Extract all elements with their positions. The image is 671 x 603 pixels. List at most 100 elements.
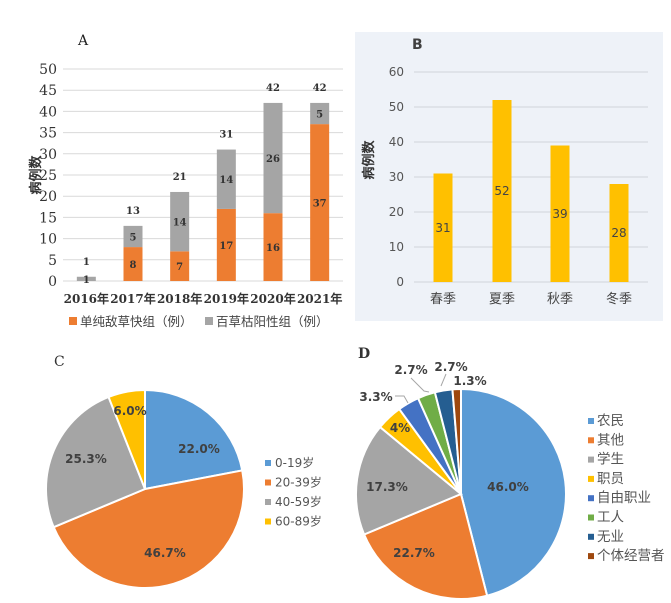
data-label: 37 <box>313 199 327 210</box>
legend-swatch <box>588 418 594 424</box>
legend-label: 0-19岁 <box>275 455 314 470</box>
data-label: 52 <box>494 184 509 198</box>
data-label: 6.0% <box>113 404 146 418</box>
x-tick-label: 夏季 <box>489 292 515 307</box>
panel-a-legend: 单纯敌草快组（例） 百草枯阳性组（例） <box>69 314 329 329</box>
bar <box>433 173 453 282</box>
y-tick-label: 50 <box>39 62 57 78</box>
data-label: 2.7% <box>434 360 467 374</box>
data-label: 26 <box>266 154 280 165</box>
x-tick-label: 冬季 <box>606 291 632 307</box>
panel-a-letter: A <box>77 33 89 49</box>
legend-swatch <box>265 518 271 525</box>
total-label: 42 <box>313 83 327 94</box>
bar-segment-paraquat-positive <box>310 102 330 125</box>
legend-swatch <box>588 533 594 540</box>
pie-slice <box>451 387 462 495</box>
leader-line <box>395 395 409 404</box>
data-label: 22.7% <box>393 546 435 560</box>
legend-swatch <box>265 479 271 486</box>
legend-label: 20-39岁 <box>275 475 322 490</box>
pie-slice <box>45 395 147 529</box>
pie-slice <box>144 388 244 491</box>
y-tick-label: 30 <box>39 147 57 163</box>
bar-segment-paraquat-positive <box>123 225 143 248</box>
legend-label: 学生 <box>597 452 624 468</box>
data-label: 5 <box>316 110 323 121</box>
legend-label: 自由职业 <box>597 490 651 506</box>
legend-swatch <box>265 460 271 466</box>
x-tick-label: 2020年 <box>250 291 295 306</box>
data-label: 7 <box>176 262 183 273</box>
panel-d-letter: D <box>358 346 370 362</box>
bar-segment-simple-diquat <box>216 208 236 281</box>
legend-swatch-simple-diquat <box>69 317 77 325</box>
y-tick-label: 40 <box>389 135 404 149</box>
panel-d-leader-lines <box>395 373 447 404</box>
panel-b-bars: 31 52 39 28 <box>433 100 629 282</box>
y-tick-label: 45 <box>39 83 57 99</box>
y-tick-label: 0 <box>396 275 404 289</box>
bar-segment-simple-diquat <box>310 124 330 282</box>
legend-label: 无业 <box>597 529 624 545</box>
data-label: 31 <box>435 221 450 235</box>
panel-c-letter: C <box>54 354 65 370</box>
legend-swatch <box>588 514 594 521</box>
panel-c-slices <box>45 388 245 589</box>
legend-label: 个体经营者 <box>597 548 665 564</box>
bar <box>492 100 512 282</box>
panel-b-bar-chart: B 0 10 20 30 40 50 60 病例数 31 52 39 28 春季 夏季 秋季 冬季 <box>355 32 663 321</box>
y-tick-label: 10 <box>389 240 404 254</box>
panel-b-y-axis-label: 病例数 <box>361 140 377 180</box>
data-label: 22.0% <box>178 442 220 456</box>
y-tick-label: 20 <box>39 189 57 205</box>
legend-label-paraquat-positive: 百草枯阳性组（例） <box>216 314 329 329</box>
y-tick-label: 15 <box>39 210 57 226</box>
x-tick-label: 2017年 <box>110 291 155 306</box>
panel-a-y-axis-label: 病例数 <box>28 155 44 195</box>
data-label: 16 <box>266 243 280 254</box>
total-label: 31 <box>219 130 233 141</box>
bar-segment-simple-diquat <box>123 247 143 281</box>
legend-swatch <box>588 437 594 444</box>
y-tick-label: 30 <box>389 170 404 184</box>
total-label: 21 <box>173 172 187 183</box>
legend-swatch <box>588 553 594 560</box>
panel-c-pie-chart: C 22.0% 46.7% 25.3% 6.0% 0-19岁 20-39岁 40-59岁 6… <box>45 354 322 589</box>
panel-a-y-ticks: 0 5 10 15 20 25 30 35 40 45 50 <box>39 62 57 290</box>
panel-b-letter: B <box>412 37 423 53</box>
bar-segment-paraquat-positive <box>76 276 96 281</box>
pie-slice <box>107 388 146 490</box>
legend-swatch-paraquat-positive <box>205 317 213 325</box>
pie-slice <box>355 425 463 536</box>
data-label: 1.3% <box>453 374 486 388</box>
data-label: 17.3% <box>366 480 408 494</box>
bar-segment-paraquat-positive <box>216 149 236 209</box>
leader-line <box>440 373 447 387</box>
total-label: 1 <box>83 257 90 268</box>
pie-slice <box>362 492 489 600</box>
y-tick-label: 50 <box>389 100 404 114</box>
data-label: 17 <box>219 241 233 252</box>
legend-label: 40-59岁 <box>275 494 322 509</box>
panel-b-gridlines <box>414 71 648 283</box>
y-tick-label: 40 <box>39 104 57 120</box>
y-tick-label: 20 <box>389 205 404 219</box>
legend-swatch <box>588 495 594 502</box>
y-tick-label: 5 <box>48 253 57 269</box>
data-label: 28 <box>611 226 626 240</box>
legend-label: 农民 <box>597 413 624 429</box>
data-label: 1 <box>83 275 90 286</box>
legend-label: 其他 <box>597 432 624 448</box>
x-tick-label: 2019年 <box>204 291 249 306</box>
data-label: 14 <box>173 218 187 229</box>
leader-line <box>410 377 430 393</box>
data-label: 8 <box>130 260 137 271</box>
panel-c-legend: 0-19岁 20-39岁 40-59岁 60-89岁 <box>265 455 322 529</box>
legend-swatch <box>588 475 594 482</box>
y-tick-label: 25 <box>39 168 57 184</box>
data-label: 25.3% <box>65 452 107 466</box>
